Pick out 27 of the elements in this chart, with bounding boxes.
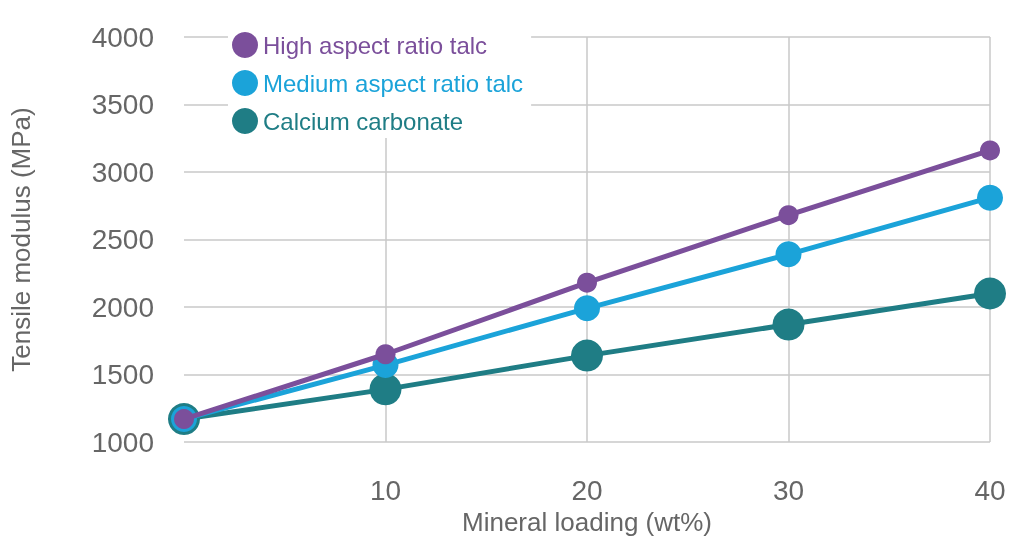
- legend-label: Calcium carbonate: [263, 107, 464, 135]
- y-tick-label: 3500: [91, 89, 154, 120]
- point: [974, 277, 1006, 310]
- point: [571, 339, 603, 372]
- legend-label: Medium aspect ratio talc: [263, 69, 524, 97]
- y-tick-label: 4000: [91, 21, 154, 53]
- x-tick-label: 10: [369, 474, 402, 506]
- point: [977, 184, 1003, 211]
- y-axis-title: Tensile modulus (MPa): [6, 107, 36, 372]
- y-tick-label: 3000: [91, 156, 154, 188]
- y-tick-label: 2000: [91, 291, 154, 323]
- x-tick-label: 40: [974, 474, 1006, 506]
- point: [369, 373, 402, 406]
- x-axis-title: Mineral loading (wt%): [462, 506, 712, 537]
- y-tick-label: 1500: [91, 359, 154, 390]
- x-tick-label: 30: [772, 474, 805, 506]
- x-tick-label: 20: [571, 474, 603, 506]
- point: [772, 308, 805, 341]
- y-tick-label: 1000: [91, 426, 154, 458]
- y-tick-label: 2500: [91, 224, 154, 255]
- point: [980, 140, 1000, 161]
- point: [375, 344, 396, 365]
- legend-label: High aspect ratio talc: [263, 31, 488, 59]
- point: [577, 272, 597, 293]
- point: [775, 241, 802, 268]
- point: [778, 205, 799, 226]
- point: [574, 295, 600, 322]
